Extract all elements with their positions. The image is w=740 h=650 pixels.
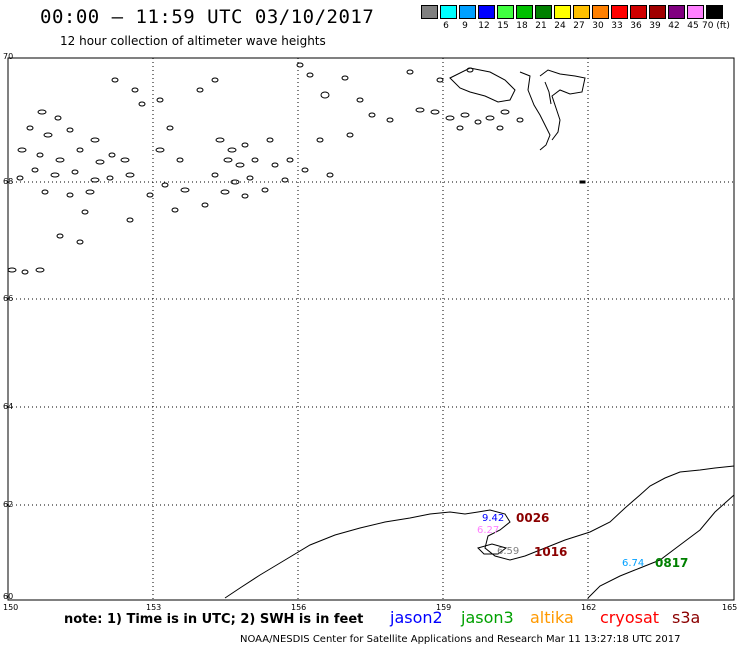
- legend-swatch: [706, 5, 723, 19]
- map-frame: [7, 57, 735, 601]
- satellite-jason3: jason3: [461, 608, 514, 627]
- obs-pass-time-1: 0026: [516, 511, 550, 525]
- lat-label-68: 68: [3, 177, 14, 186]
- lat-label-62: 62: [3, 500, 14, 509]
- legend-swatch: [592, 5, 609, 19]
- legend-label: 45: [687, 21, 699, 31]
- satellite-cryosat: cryosat: [600, 608, 660, 627]
- satellite-altika: altika: [530, 608, 574, 627]
- legend-swatch: [459, 5, 476, 19]
- legend-label: 36: [630, 21, 642, 31]
- lat-label-66: 66: [3, 294, 14, 303]
- obs-value-1: 9.42: [482, 513, 505, 524]
- lat-label-70: 70: [3, 52, 14, 61]
- map-title: 00:00 – 11:59 UTC 03/10/2017: [40, 6, 375, 28]
- legend-label: 21: [535, 21, 547, 31]
- legend-label: 6: [443, 21, 449, 31]
- lon-label-162: 162: [581, 603, 597, 612]
- obs-value-3: 6.59: [497, 546, 520, 557]
- legend-swatch: [687, 5, 704, 19]
- obs-pass-time-3: 0817: [655, 556, 689, 570]
- legend-swatch: [611, 5, 628, 19]
- legend-swatch: [535, 5, 552, 19]
- lat-label-60: 60: [3, 592, 14, 601]
- map-subtitle: 12 hour collection of altimeter wave hei…: [60, 34, 326, 48]
- legend-swatch: [630, 5, 647, 19]
- lat-label-64: 64: [3, 402, 14, 411]
- legend-label: 12: [478, 21, 490, 31]
- legend-label: 39: [649, 21, 661, 31]
- legend-label: 9: [462, 21, 468, 31]
- legend-swatch: [649, 5, 666, 19]
- legend-label: 70 (ft): [702, 21, 730, 31]
- lon-label-165: 165: [722, 603, 738, 612]
- legend-swatch: [497, 5, 514, 19]
- legend-label: 24: [554, 21, 566, 31]
- legend-swatch: [554, 5, 571, 19]
- legend-swatch: [421, 5, 438, 19]
- lon-label-150: 150: [3, 603, 19, 612]
- legend-label: 18: [516, 21, 528, 31]
- legend-label: 27: [573, 21, 585, 31]
- legend-label: 15: [497, 21, 509, 31]
- credit-line: NOAA/NESDIS Center for Satellite Applica…: [240, 634, 681, 645]
- legend-label: 42: [668, 21, 680, 31]
- obs-value-4: 6.74: [622, 558, 645, 569]
- legend-swatch: [478, 5, 495, 19]
- legend-swatch: [516, 5, 533, 19]
- ice-floes: [7, 62, 524, 275]
- lon-label-153: 153: [146, 603, 162, 612]
- legend-label: 33: [611, 21, 623, 31]
- obs-value-2: 6.27: [477, 525, 500, 536]
- coastline-north: [449, 67, 586, 184]
- footer-note: note: 1) Time is in UTC; 2) SWH is in fe…: [64, 612, 364, 627]
- satellite-s3a: s3a: [672, 608, 701, 627]
- legend-swatch: [440, 5, 457, 19]
- lon-label-159: 159: [436, 603, 452, 612]
- legend-swatch: [573, 5, 590, 19]
- coastline-south: [224, 465, 735, 599]
- legend-swatch: [668, 5, 685, 19]
- obs-pass-time-2: 1016: [534, 545, 568, 559]
- legend-label: 30: [592, 21, 604, 31]
- graticule: [8, 58, 734, 600]
- lon-label-156: 156: [291, 603, 307, 612]
- satellite-jason2: jason2: [390, 608, 443, 627]
